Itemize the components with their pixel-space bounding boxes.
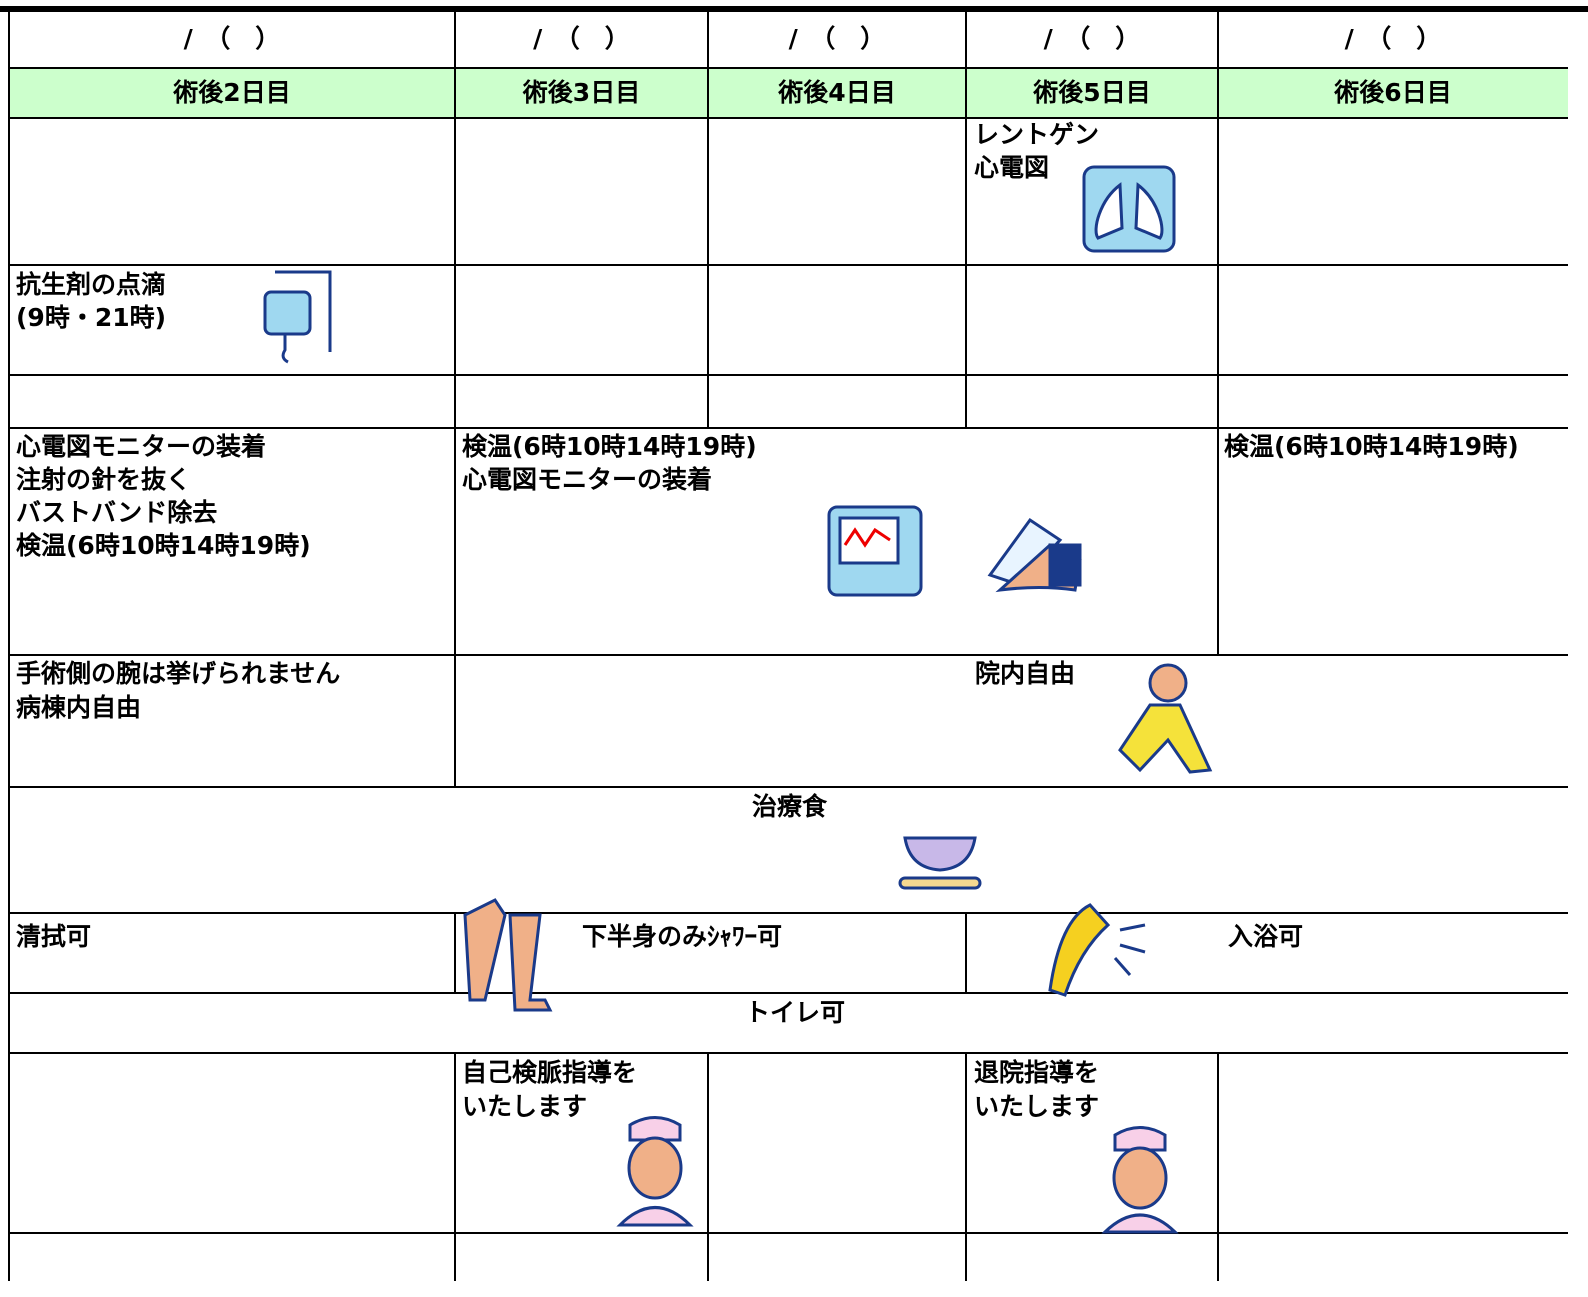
iv-bag-icon [263, 270, 332, 364]
day-header: 術後5日目 [1033, 78, 1151, 107]
header-band [8, 68, 1568, 118]
walking-person-icon [1118, 663, 1213, 774]
cell-text: いたします [462, 1092, 588, 1121]
date-cell: / （ ） [788, 24, 886, 53]
cell-text: 検温(6時10時14時19時) [16, 531, 311, 560]
day-header: 術後3日目 [522, 78, 641, 107]
cell-text: レントゲン [974, 120, 1100, 149]
cell-text: 下半身のみｼｬﾜｰ可 [582, 922, 783, 951]
date-cell: / （ ） [183, 24, 281, 53]
shower-icon [1048, 903, 1146, 997]
cell-text: 注射の針を抜く [16, 465, 192, 494]
cell-text: 心電図 [974, 153, 1050, 182]
cell-text: 院内自由 [975, 659, 1076, 688]
date-cell: / （ ） [1043, 24, 1141, 53]
cell-text: (9時・21時) [16, 303, 167, 332]
cell-text: 入浴可 [1228, 922, 1304, 951]
grid-lines [0, 6, 1588, 1281]
cell-text: いたします [974, 1092, 1100, 1121]
cell-text: 治療食 [752, 792, 828, 821]
cell-text: 病棟内自由 [16, 693, 142, 722]
blood-pressure-icon [987, 517, 1082, 593]
cell-text: 自己検脈指導を [462, 1058, 638, 1087]
xray-icon [1082, 165, 1176, 253]
nurse-icon [1101, 1126, 1179, 1234]
rice-bowl-icon [898, 836, 982, 890]
date-cell: / （ ） [1344, 24, 1442, 53]
day-header: 術後6日目 [1334, 78, 1452, 107]
cell-text: 心電図モニターの装着 [16, 432, 267, 461]
day-header: 術後4日目 [778, 78, 896, 107]
date-cell: / （ ） [533, 24, 630, 53]
cell-text: 検温(6時10時14時19時) [1224, 432, 1519, 461]
cell-text: 清拭可 [16, 922, 92, 951]
cell-text: トイレ可 [745, 998, 846, 1027]
cell-text: 退院指導を [974, 1058, 1100, 1087]
leg-icon [463, 898, 553, 1012]
day-header: 術後2日目 [173, 78, 291, 107]
cell-text: 検温(6時10時14時19時) [462, 432, 757, 461]
cell-text: バストバンド除去 [16, 498, 218, 527]
monitor-icon [827, 505, 923, 597]
cell-text: 抗生剤の点滴 [16, 270, 167, 299]
nurse-icon [616, 1116, 694, 1227]
cell-text: 手術側の腕は挙げられません [16, 659, 341, 688]
cell-text: 心電図モニターの装着 [462, 465, 713, 494]
